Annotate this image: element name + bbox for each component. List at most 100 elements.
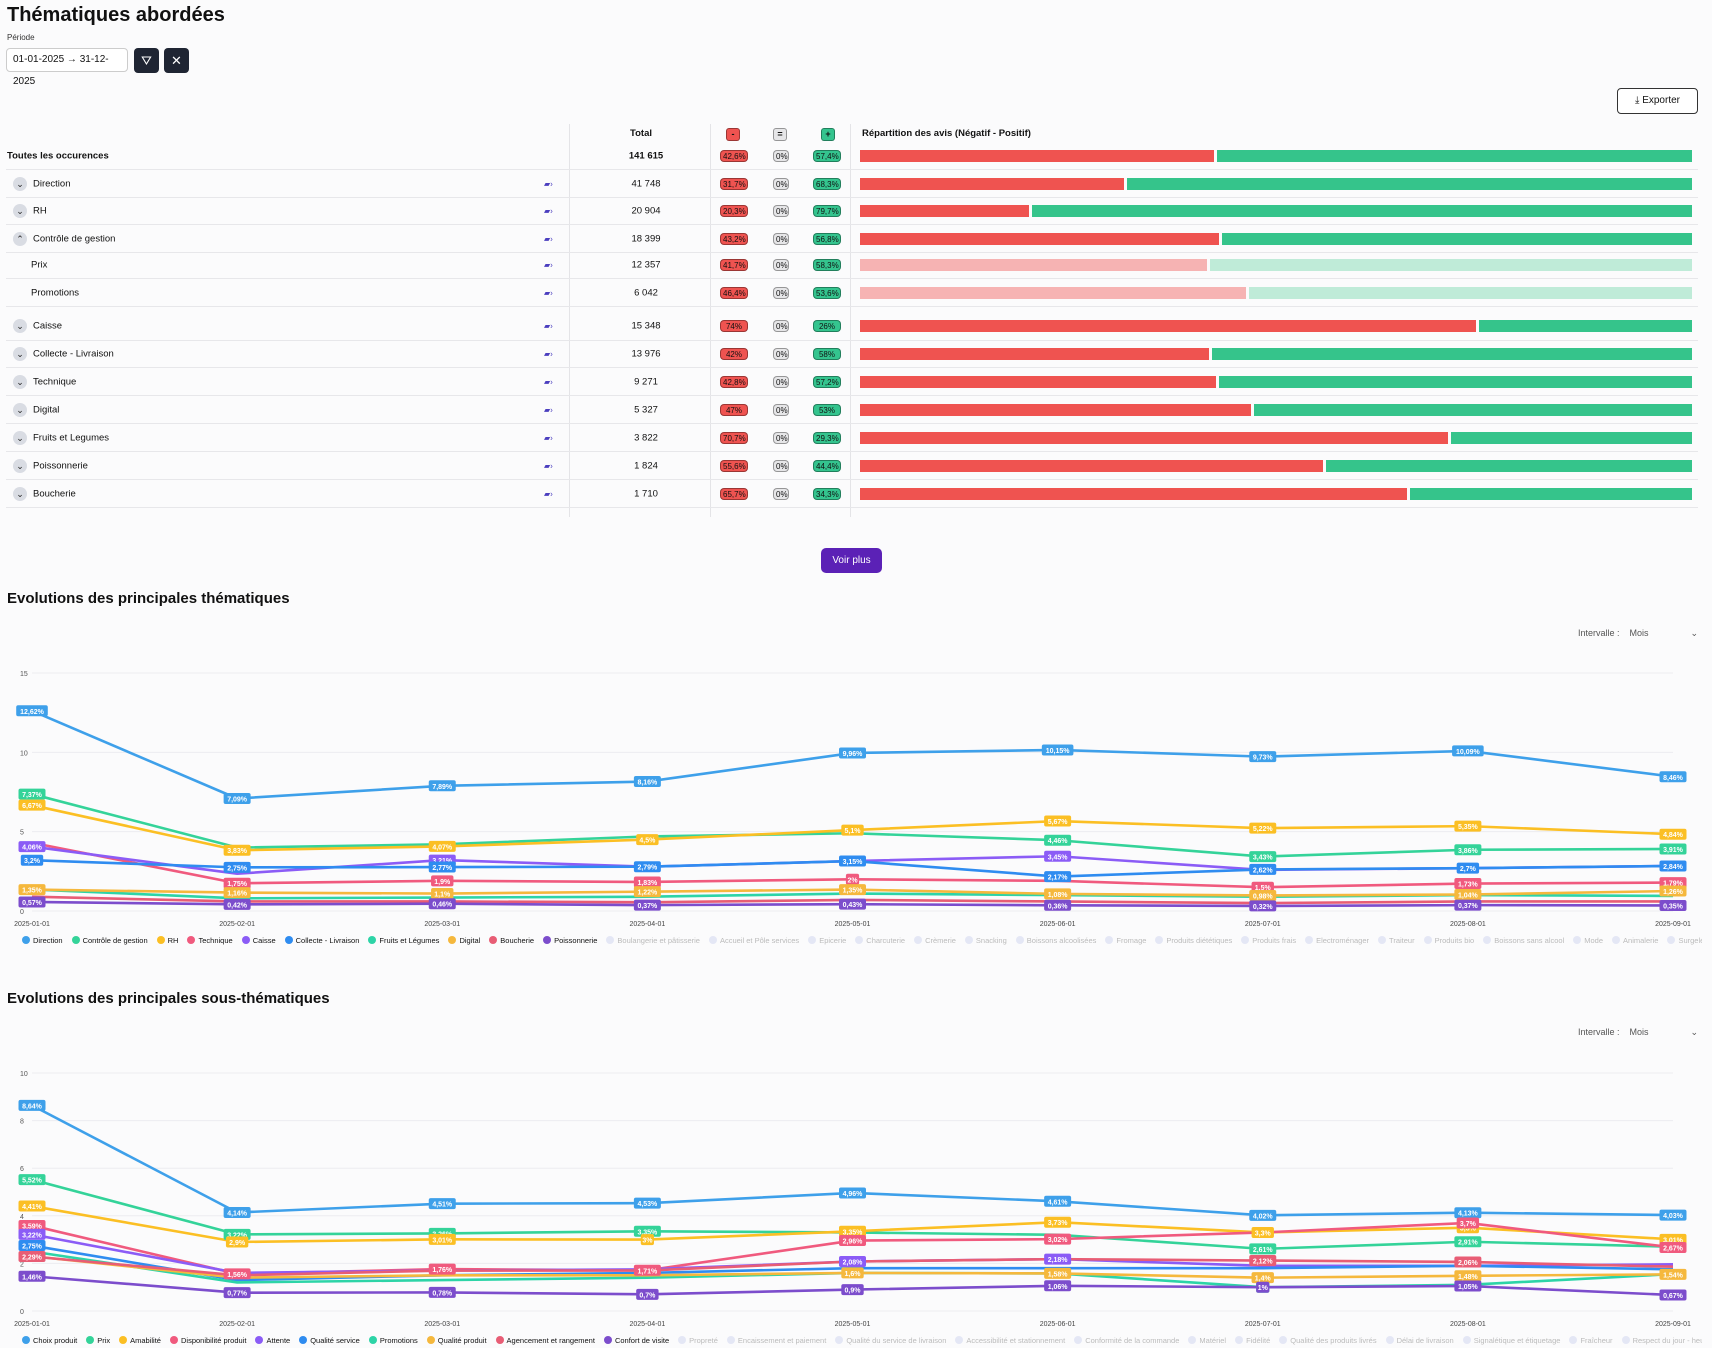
- comments-icon[interactable]: ▰›: [544, 349, 553, 358]
- data-label: 1,58%: [1048, 1271, 1069, 1278]
- row-label: Collecte - Livraison: [33, 348, 114, 359]
- legend-item-inactive[interactable]: Respect du jour - heure de livraison: [1621, 1333, 1702, 1348]
- legend-item[interactable]: Qualité service: [299, 1333, 360, 1348]
- chart1-interval-select[interactable]: Intervalle : Mois ⌄: [1578, 628, 1698, 639]
- table-row[interactable]: ⌄ RH ▰› 20 904 20,3% 0% 79,7%: [6, 197, 1698, 225]
- legend-item-inactive[interactable]: Accessibilité et stationnement: [955, 1333, 1065, 1348]
- legend-item[interactable]: Disponibilité produit: [169, 1333, 246, 1348]
- legend-item-inactive[interactable]: Boissons sans alcool: [1483, 933, 1564, 948]
- legend-item[interactable]: Direction: [22, 933, 63, 948]
- legend-label: Prix: [97, 1336, 111, 1345]
- legend-item-inactive[interactable]: Snacking: [964, 933, 1007, 948]
- legend-item-inactive[interactable]: Qualité des produits livrés: [1279, 1333, 1377, 1348]
- legend-item-inactive[interactable]: Electroménager: [1305, 933, 1369, 948]
- legend-item[interactable]: Qualité produit: [426, 1333, 487, 1348]
- comments-icon[interactable]: ▰›: [544, 288, 553, 298]
- legend-item-inactive[interactable]: Produits diététiques: [1155, 933, 1232, 948]
- table-row[interactable]: ⌄ Poissonnerie ▰› 1 824 55,6% 0% 44,4%: [6, 452, 1698, 480]
- legend-item[interactable]: Fruits et Légumes: [368, 933, 439, 948]
- legend-item[interactable]: Agencement et rangement: [495, 1333, 595, 1348]
- table-row[interactable]: ⌄ Caisse ▰› 15 348 74% 0% 26%: [6, 312, 1698, 341]
- row-label: Poissonnerie: [33, 460, 88, 471]
- data-label-bg: [1249, 889, 1277, 901]
- legend-item[interactable]: Confort de visite: [603, 1333, 669, 1348]
- chevron-down-icon[interactable]: ⌄: [13, 203, 27, 218]
- table-row[interactable]: ⌄ Direction ▰› 41 748 31,7% 0% 68,3%: [6, 170, 1698, 198]
- chevron-down-icon[interactable]: ⌄: [13, 486, 27, 501]
- legend-item-inactive[interactable]: Mode: [1573, 933, 1603, 948]
- table-row[interactable]: ⌃ Contrôle de gestion ▰› 18 399 43,2% 0% 56,8%: [6, 225, 1698, 253]
- chevron-down-icon[interactable]: ⌄: [13, 176, 27, 191]
- legend-item-inactive[interactable]: Encaissement et paiement: [726, 1333, 826, 1348]
- period-date-range-input[interactable]: 01-01-2025 → 31-12-2025: [6, 48, 128, 87]
- legend-item-inactive[interactable]: Fraîcheur: [1569, 1333, 1613, 1348]
- comments-icon[interactable]: ▰›: [544, 234, 553, 243]
- legend-item-inactive[interactable]: Boulangerie et pâtisserie: [606, 933, 700, 948]
- data-label-bg: [839, 1187, 866, 1199]
- comments-icon[interactable]: ▰›: [544, 433, 553, 442]
- table-row[interactable]: ⌄ Digital ▰› 5 327 47% 0% 53%: [6, 396, 1698, 424]
- comments-icon[interactable]: ▰›: [544, 405, 553, 414]
- chevron-down-icon[interactable]: ⌄: [13, 402, 27, 417]
- legend-item[interactable]: Prix: [86, 1333, 110, 1348]
- legend-item[interactable]: Collecte - Livraison: [284, 933, 359, 948]
- legend-item-inactive[interactable]: Conformité de la commande: [1074, 1333, 1179, 1348]
- export-button[interactable]: ⤓ Exporter: [1617, 88, 1698, 114]
- legend-item-inactive[interactable]: Surgelés: [1667, 933, 1702, 948]
- chevron-up-icon[interactable]: ⌃: [13, 231, 27, 246]
- chart2-interval-select[interactable]: Intervalle : Mois ⌄: [1578, 1027, 1698, 1038]
- table-row[interactable]: Promotions ▰› 6 042 46,4% 0% 53,6%: [6, 280, 1698, 307]
- data-label-bg: [18, 841, 46, 853]
- table-row[interactable]: ⌄ Collecte - Livraison ▰› 13 976 42% 0% 58%: [6, 340, 1698, 368]
- comments-icon[interactable]: ▰›: [544, 489, 553, 498]
- comments-icon[interactable]: ▰›: [544, 206, 553, 215]
- legend-item[interactable]: Poissonnerie: [543, 933, 597, 948]
- data-label: 5,67%: [1048, 819, 1069, 826]
- legend-item-inactive[interactable]: Qualité du service de livraison: [835, 1333, 946, 1348]
- chevron-down-icon[interactable]: ⌄: [13, 430, 27, 445]
- chevron-down-icon[interactable]: ⌄: [13, 374, 27, 389]
- comments-icon[interactable]: ▰›: [544, 461, 553, 470]
- legend-item-inactive[interactable]: Charcuterie: [855, 933, 905, 948]
- chevron-down-icon[interactable]: ⌄: [13, 346, 27, 361]
- legend-item[interactable]: Contrôle de gestion: [71, 933, 148, 948]
- legend-item[interactable]: Boucherie: [489, 933, 534, 948]
- legend-item-inactive[interactable]: Traiteur: [1378, 933, 1415, 948]
- legend-item[interactable]: Caisse: [241, 933, 276, 948]
- legend-item-inactive[interactable]: Fidélité: [1235, 1333, 1270, 1348]
- legend-item-inactive[interactable]: Signalétique et étiquetage: [1462, 1333, 1560, 1348]
- apply-filter-button[interactable]: ⛛: [134, 48, 159, 73]
- legend-item-inactive[interactable]: Animalerie: [1612, 933, 1658, 948]
- legend-item-inactive[interactable]: Fromage: [1105, 933, 1146, 948]
- legend-item-inactive[interactable]: Boissons alcoolisées: [1015, 933, 1096, 948]
- table-row[interactable]: ⌄ Fruits et Legumes ▰› 3 822 70,7% 0% 29,3%: [6, 424, 1698, 452]
- legend-item[interactable]: Promotions: [368, 1333, 418, 1348]
- chevron-down-icon[interactable]: ⌄: [13, 458, 27, 473]
- legend-item-inactive[interactable]: Epicerie: [808, 933, 846, 948]
- comments-icon[interactable]: ▰›: [544, 179, 553, 188]
- sentiment-bar: [860, 487, 1692, 500]
- legend-item[interactable]: Attente: [255, 1333, 290, 1348]
- legend-item-inactive[interactable]: Produits frais: [1241, 933, 1296, 948]
- see-more-button[interactable]: Voir plus: [821, 548, 882, 573]
- table-row[interactable]: ⌄ Boucherie ▰› 1 710 65,7% 0% 34,3%: [6, 480, 1698, 508]
- table-row[interactable]: ⌄ Technique ▰› 9 271 42,8% 0% 57,2%: [6, 368, 1698, 396]
- legend-item-inactive[interactable]: Accueil et Pôle services: [708, 933, 799, 948]
- legend-item[interactable]: RH: [156, 933, 178, 948]
- legend-item-inactive[interactable]: Délai de livraison: [1385, 1333, 1454, 1348]
- legend-item-inactive[interactable]: Produits bio: [1423, 933, 1474, 948]
- legend-item[interactable]: Choix produit: [22, 1333, 77, 1348]
- comments-icon[interactable]: ▰›: [544, 260, 553, 270]
- legend-item[interactable]: Amabilité: [119, 1333, 161, 1348]
- chevron-down-icon[interactable]: ⌄: [13, 319, 27, 333]
- legend-item-inactive[interactable]: Matériel: [1188, 1333, 1226, 1348]
- comments-icon[interactable]: ▰›: [544, 377, 553, 386]
- legend-item[interactable]: Digital: [448, 933, 480, 948]
- table-row[interactable]: Toutes les occurences 141 615 42,6% 0% 57,4%: [6, 142, 1698, 170]
- legend-item-inactive[interactable]: Crèmerie: [914, 933, 956, 948]
- legend-item[interactable]: Technique: [187, 933, 233, 948]
- legend-item-inactive[interactable]: Propreté: [678, 1333, 718, 1348]
- comments-icon[interactable]: ▰›: [544, 321, 553, 331]
- table-row[interactable]: Prix ▰› 12 357 41,7% 0% 58,3%: [6, 252, 1698, 279]
- clear-filter-button[interactable]: ✕: [164, 48, 189, 73]
